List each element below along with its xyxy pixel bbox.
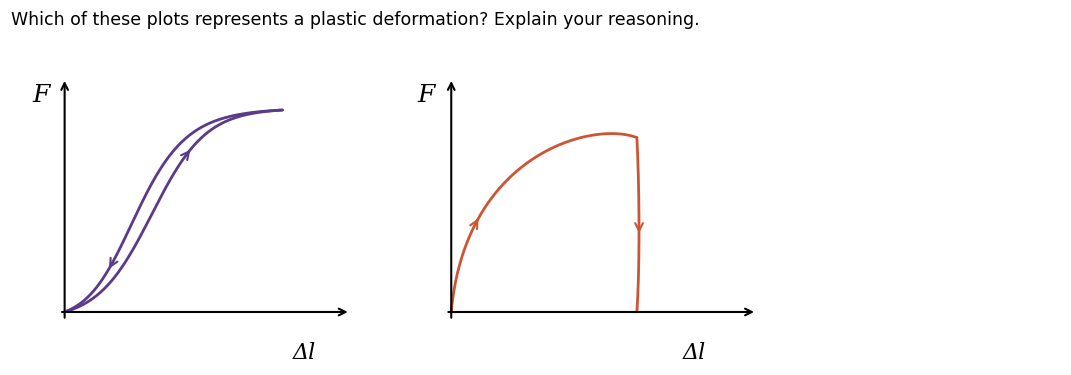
Text: Δl: Δl <box>682 342 706 364</box>
Text: F: F <box>32 84 49 106</box>
Text: F: F <box>417 84 435 106</box>
Text: Δl: Δl <box>292 342 316 364</box>
Text: Which of these plots represents a plastic deformation? Explain your reasoning.: Which of these plots represents a plasti… <box>11 11 699 29</box>
